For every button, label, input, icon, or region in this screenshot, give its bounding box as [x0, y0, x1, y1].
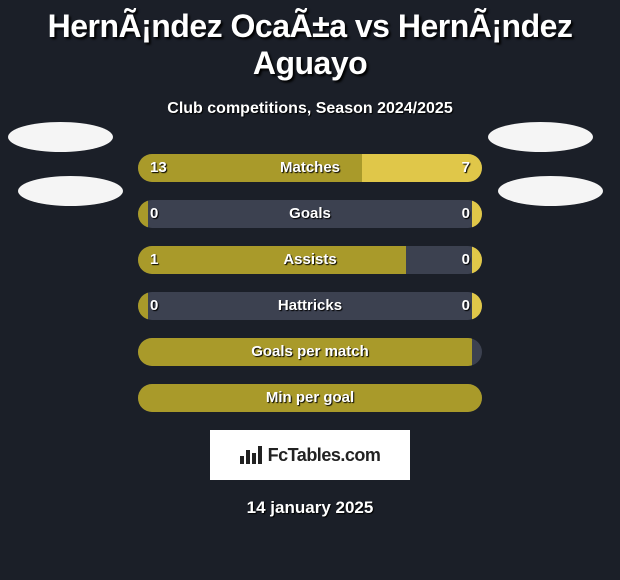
- bar-chart-icon: [240, 446, 262, 464]
- comparison-rows: 137Matches 00Goals 10Assists 00Hattricks Goa…: [138, 154, 482, 412]
- branding-text: FcTables.com: [268, 445, 381, 466]
- player-disc: [18, 176, 123, 206]
- stat-row: Goals per match: [138, 338, 482, 366]
- stat-label: Min per goal: [138, 384, 482, 412]
- stat-row: Min per goal: [138, 384, 482, 412]
- stat-label: Assists: [138, 246, 482, 274]
- branding-box: FcTables.com: [210, 430, 410, 480]
- stat-label: Hattricks: [138, 292, 482, 320]
- stat-row: 10Assists: [138, 246, 482, 274]
- stat-label: Matches: [138, 154, 482, 182]
- comparison-subtitle: Club competitions, Season 2024/2025: [0, 100, 620, 118]
- player-disc: [498, 176, 603, 206]
- comparison-title: HernÃ¡ndez OcaÃ±a vs HernÃ¡ndez Aguayo: [0, 0, 620, 82]
- player-disc: [488, 122, 593, 152]
- player-disc: [8, 122, 113, 152]
- stat-row: 137Matches: [138, 154, 482, 182]
- stat-row: 00Goals: [138, 200, 482, 228]
- comparison-date: 14 january 2025: [0, 498, 620, 518]
- stat-label: Goals per match: [138, 338, 482, 366]
- stat-row: 00Hattricks: [138, 292, 482, 320]
- stat-label: Goals: [138, 200, 482, 228]
